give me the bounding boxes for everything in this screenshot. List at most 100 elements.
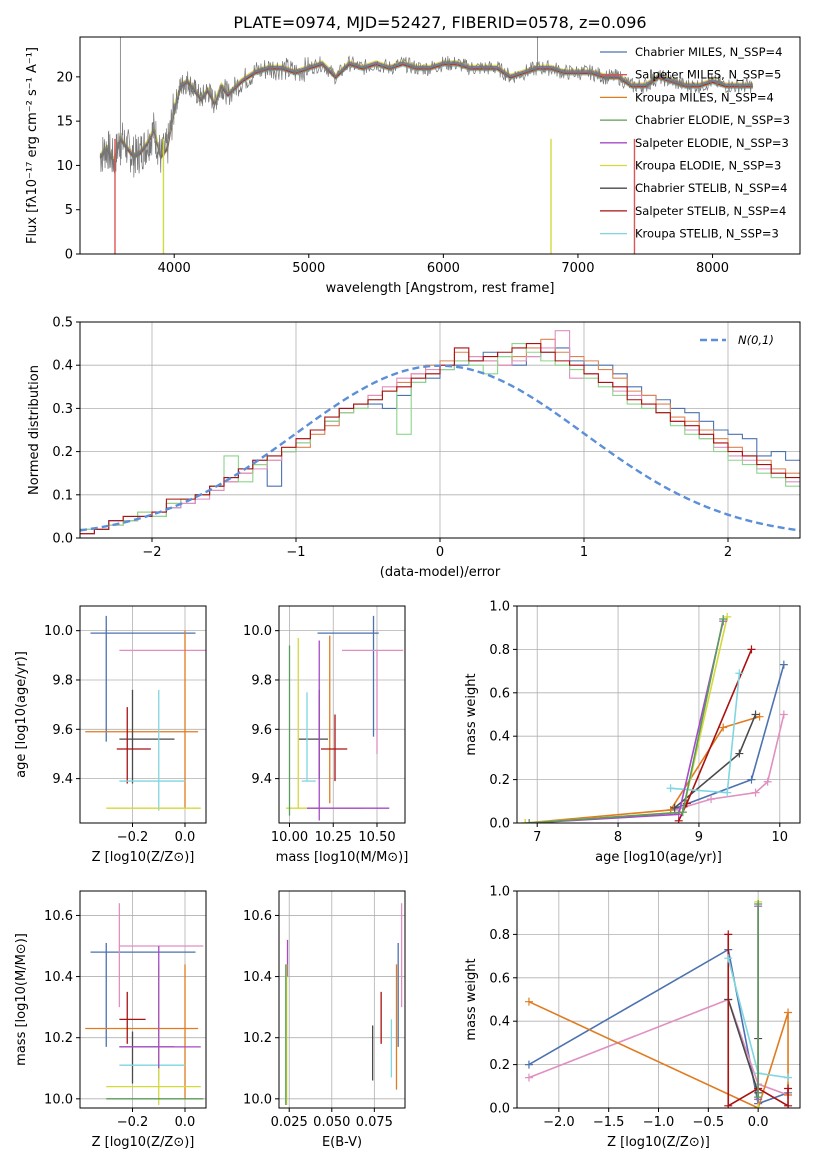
x-axis-label: wavelength [Angstrom, rest frame] <box>326 281 555 296</box>
x-tick-label: 0.0 <box>175 1115 196 1130</box>
weight-line <box>528 998 789 1096</box>
x-axis-label: (data-model)/error <box>380 565 501 580</box>
x-tick-label: 0.050 <box>313 1115 350 1130</box>
y-axis-label: mass weight <box>464 673 479 755</box>
weight-line <box>528 1000 789 1108</box>
y-tick-label: 10.2 <box>44 1031 73 1046</box>
axes-frame <box>79 605 207 824</box>
y-tick-label: 0 <box>65 248 73 263</box>
y-axis-label: Normed distribution <box>27 365 42 495</box>
weight-point <box>723 788 732 797</box>
x-tick-label: 10 <box>772 830 789 845</box>
plot-area <box>286 615 404 821</box>
y-tick-label: 0.1 <box>52 488 73 503</box>
y-axis-label: mass weight <box>464 958 479 1040</box>
x-tick-label: 0 <box>436 545 444 560</box>
y-tick-label: 9.6 <box>251 723 272 738</box>
y-tick-label: 20 <box>56 70 73 85</box>
x-tick-label: 10.50 <box>358 830 395 845</box>
y-tick-label: 10.4 <box>44 970 73 985</box>
x-tick-label: 8 <box>614 830 622 845</box>
weight-point <box>784 1084 793 1093</box>
axes-frame <box>79 890 207 1109</box>
weight-point <box>719 615 728 624</box>
observed-spectrum-line <box>99 55 753 178</box>
x-tick-label: 0.0 <box>175 830 196 845</box>
y-tick-label: 10.4 <box>243 970 272 985</box>
weight-line <box>528 948 789 1105</box>
y-tick-label: 1.0 <box>489 885 510 900</box>
y-tick-label: 10.6 <box>44 909 73 924</box>
massweight_vs_Z-panel: −2.0 −1.5 −1.0 −0.5 0.0 0.0 0.2 0.4 0.6 0.8 1.0 Z [… <box>464 885 801 1150</box>
x-tick-label: 7 <box>533 830 541 845</box>
y-tick-label: 0.8 <box>489 643 510 658</box>
y-tick-label: 0.4 <box>489 730 510 745</box>
plot-area <box>524 897 793 1108</box>
residuals-panel: −2 −1 0 1 2 0.0 0.1 0.2 0.3 0.4 0.5 (data-model)/er… <box>27 316 801 580</box>
plot-area <box>80 330 800 535</box>
plot-area <box>85 615 206 811</box>
weight-line <box>525 715 760 823</box>
y-tick-label: 9.4 <box>52 772 73 787</box>
plot-area <box>85 903 204 1105</box>
legend-label: N(0,1) <box>738 333 774 347</box>
legend-label: Chabrier STELIB, N_SSP=4 <box>635 181 787 195</box>
legend-label: Kroupa MILES, N_SSP=4 <box>635 90 774 104</box>
weight-point <box>724 1101 733 1108</box>
weight-point <box>754 900 763 909</box>
weight-point <box>763 777 772 786</box>
weight-point <box>754 1104 763 1108</box>
x-tick-label: −1 <box>286 545 305 560</box>
weight-point <box>524 997 533 1006</box>
y-tick-label: 0.0 <box>489 817 510 832</box>
y-tick-label: 10.2 <box>243 1031 272 1046</box>
y-tick-label: 0.4 <box>52 359 73 374</box>
weight-point <box>524 1060 533 1069</box>
age_vs_Z-panel: −0.2 0.0 9.4 9.6 9.8 10.0 Z [log10(Z/Z⊙)] age [… <box>14 605 207 865</box>
legend-label: Salpeter MILES, N_SSP=5 <box>635 68 781 82</box>
y-axis-label: Flux [fλ10⁻¹⁷ erg cm⁻² s⁻¹ A⁻¹] <box>25 47 40 244</box>
weight-point <box>678 808 687 817</box>
legend-label: Chabrier ELODIE, N_SSP=3 <box>635 113 790 127</box>
mass_vs_ebv-panel: 0.025 0.050 0.075 10.0 10.2 10.4 10.6 E(B-V) <box>243 890 406 1150</box>
plot-area <box>285 903 403 1105</box>
x-tick-label: −2 <box>142 545 161 560</box>
axes-frame <box>278 605 406 824</box>
weight-point <box>524 1073 533 1082</box>
plot-area <box>521 612 788 823</box>
weight-point <box>735 749 744 758</box>
x-tick-label: 0.075 <box>356 1115 393 1130</box>
x-axis-label: Z [log10(Z/Z⊙)] <box>92 850 195 865</box>
x-axis-label: Z [log10(Z/Z⊙)] <box>607 1135 710 1150</box>
y-tick-label: 9.4 <box>251 772 272 787</box>
spectrum-panel: 4000 5000 6000 7000 8000 0 5 10 15 20 wavelength [… <box>25 36 801 296</box>
weight-point <box>751 710 760 719</box>
x-axis-label: mass [log10(M/M⊙)] <box>276 850 409 865</box>
y-axis-label: age [log10(age/yr)] <box>14 651 29 778</box>
gaussian-curve <box>80 364 800 532</box>
y-tick-label: 5 <box>65 203 73 218</box>
y-tick-label: 10.0 <box>243 1092 272 1107</box>
weight-point <box>784 1073 793 1082</box>
x-tick-label: −2.0 <box>543 1115 575 1130</box>
x-tick-label: 9 <box>695 830 703 845</box>
weight-point <box>779 660 788 669</box>
weight-point <box>755 712 764 721</box>
weight-point <box>724 954 733 963</box>
y-tick-label: 10.0 <box>243 624 272 639</box>
weight-point <box>666 784 675 793</box>
x-axis-label: E(B-V) <box>322 1135 362 1150</box>
age_vs_mass-panel: 10.00 10.25 10.50 9.4 9.6 9.8 10.0 mass [log10(… <box>243 605 409 865</box>
plot-area <box>99 37 753 254</box>
y-axis-label: mass [log10(M/M⊙)] <box>14 933 29 1066</box>
x-axis-label: age [log10(age/yr)] <box>595 850 722 865</box>
axes-frame <box>79 321 801 539</box>
weight-point <box>707 795 716 804</box>
weight-point <box>724 930 733 939</box>
weight-point <box>747 775 756 784</box>
weight-point <box>719 723 728 732</box>
x-tick-label: 2 <box>724 545 732 560</box>
weight-point <box>779 710 788 719</box>
y-tick-label: 0.3 <box>52 402 73 417</box>
